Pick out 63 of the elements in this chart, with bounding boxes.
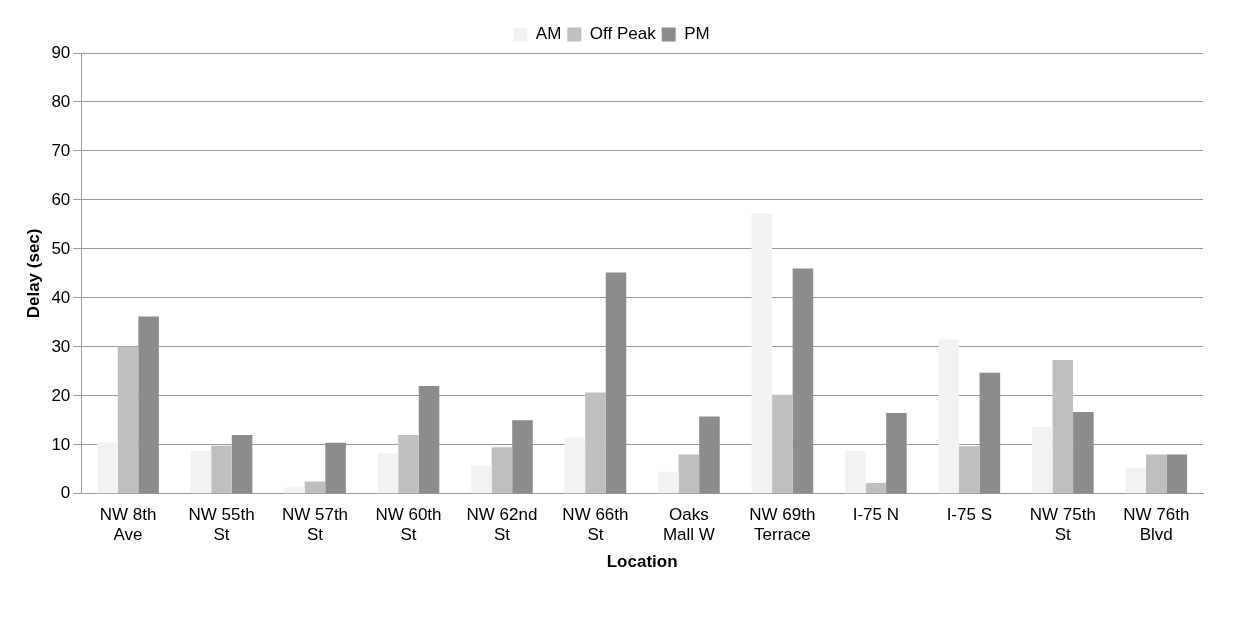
bar — [844, 450, 866, 494]
x-tick-label: I-75 N — [852, 504, 899, 524]
bar — [471, 465, 492, 494]
bar — [190, 450, 212, 494]
bar — [678, 454, 700, 494]
bar — [772, 394, 793, 494]
x-tick-label: NW 69th Terrace — [749, 504, 816, 545]
x-axis-title: Location — [606, 552, 678, 572]
bar — [231, 435, 253, 494]
y-tick-label: 60 — [51, 189, 71, 209]
bar — [751, 213, 773, 494]
legend-label: AM — [535, 24, 562, 44]
bar — [699, 416, 720, 494]
x-tick-label: NW 75th St — [1029, 504, 1096, 545]
bar — [938, 339, 960, 494]
bar — [979, 372, 1001, 494]
x-tick-label: I-75 S — [946, 504, 992, 524]
y-tick-label: 50 — [51, 238, 71, 258]
x-tick-label: Oaks Mall W — [662, 504, 715, 545]
x-tick-label: NW 62nd St — [466, 504, 538, 545]
bar — [1073, 412, 1094, 494]
bar — [512, 420, 533, 494]
y-tick-label: 30 — [51, 336, 71, 356]
y-tick-label: 20 — [51, 385, 71, 405]
bar — [1031, 426, 1053, 494]
bar — [605, 272, 627, 494]
y-tick-label: 70 — [51, 140, 71, 160]
legend-label: Off Peak — [589, 24, 657, 44]
bar — [1166, 454, 1188, 494]
x-tick-label: NW 8th Ave — [99, 504, 157, 545]
bar — [1052, 360, 1074, 494]
y-tick-label: 40 — [51, 287, 71, 307]
bar — [97, 442, 118, 494]
y-tick-label: 0 — [60, 483, 71, 503]
bar — [865, 483, 887, 494]
y-tick-label: 90 — [51, 42, 71, 62]
y-axis-title: Delay (sec) — [23, 228, 43, 319]
y-tick-label: 10 — [51, 434, 71, 454]
x-tick-label: NW 66th St — [562, 504, 629, 545]
bar — [398, 435, 419, 494]
bar — [325, 442, 346, 494]
x-tick-label: NW 76th Blvd — [1123, 504, 1190, 545]
bar — [138, 316, 159, 494]
bar — [304, 481, 326, 494]
bar — [418, 386, 440, 494]
bar — [959, 446, 980, 494]
bar — [117, 346, 139, 494]
y-tick-label: 80 — [51, 91, 71, 111]
bar — [491, 447, 513, 494]
bar — [211, 445, 232, 494]
x-tick-label: NW 60th St — [375, 504, 442, 545]
bar — [377, 453, 399, 494]
bar — [886, 412, 907, 494]
bar — [658, 471, 679, 494]
x-tick-label: NW 57th St — [281, 504, 349, 545]
bar — [284, 487, 305, 494]
bar — [1145, 454, 1167, 494]
bar — [585, 392, 606, 494]
bar — [792, 268, 814, 494]
bar — [564, 437, 586, 494]
legend-label: PM — [684, 24, 710, 44]
x-tick-label: NW 55th St — [188, 504, 255, 545]
bar — [1125, 467, 1146, 494]
